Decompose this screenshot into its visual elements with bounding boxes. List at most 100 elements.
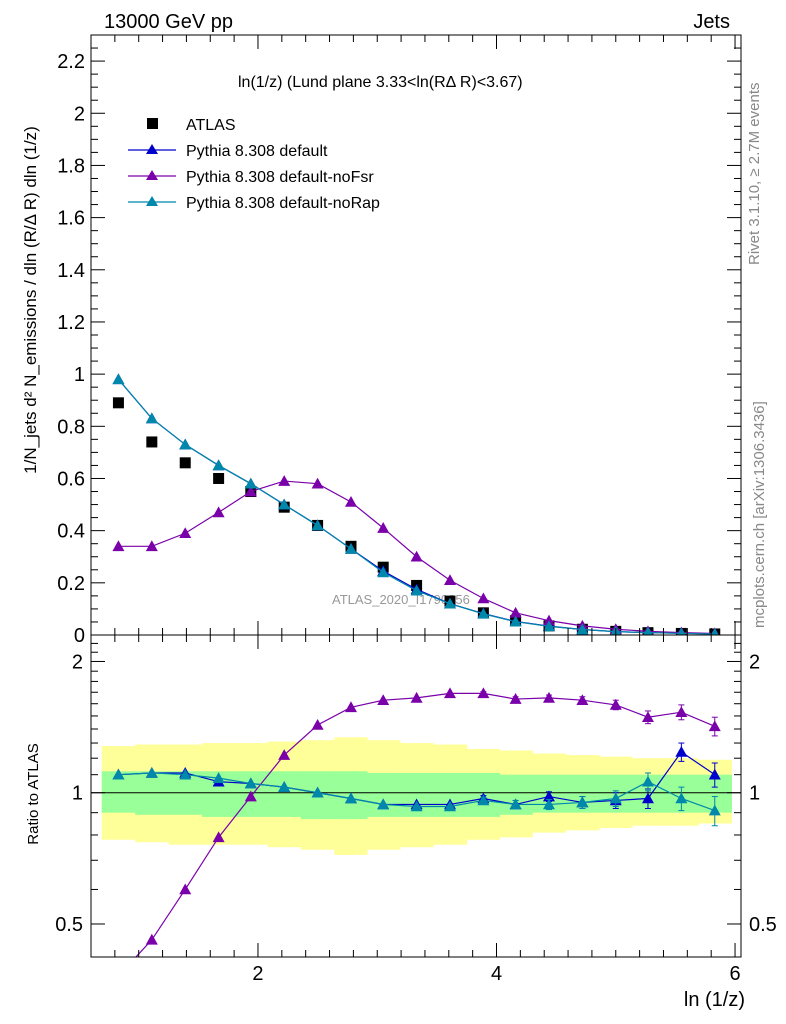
main-point-noRap <box>377 566 390 578</box>
x-axis-label: ln (1/z) <box>684 989 745 1011</box>
ratio-point-noFsr <box>708 720 721 732</box>
ratio-point-noFsr <box>345 701 357 713</box>
atlas-data-point <box>179 457 191 469</box>
main-point-noRap <box>311 519 324 531</box>
mcplots-label: mcplots.cern.ch [arXiv:1306.3436] <box>751 401 768 628</box>
main-point-noFsr <box>410 550 423 562</box>
ratio-point-default <box>641 792 654 804</box>
header-right: Jets <box>693 11 730 33</box>
ratio-point-noRap <box>576 796 589 808</box>
main-point-noFsr <box>509 606 522 618</box>
ratio-point-noFsr <box>212 831 225 843</box>
main-point-noRap <box>410 584 423 596</box>
main-point-noFsr <box>145 540 158 552</box>
main-y-tick-label: 1.2 <box>57 312 85 334</box>
ratio-y-tick-label-right: 2 <box>749 651 760 673</box>
main-point-noRap <box>710 627 719 635</box>
legend-label-nofsr: Pythia 8.308 default-noFsr <box>186 169 374 186</box>
ratio-point-noFsr <box>244 790 257 802</box>
ratio-point-noFsr <box>641 711 654 723</box>
ratio-y-tick-label-right: 1 <box>749 783 760 805</box>
main-point-noRap <box>677 627 686 635</box>
ratio-y-tick-label-left: 1 <box>72 783 83 805</box>
main-point-noFsr <box>179 527 192 539</box>
main-point-noRap <box>212 459 225 471</box>
ratio-y-tick-label-left: 2 <box>72 651 83 673</box>
ratio-point-default <box>708 768 721 780</box>
legend-label-default: Pythia 8.308 default <box>186 143 328 160</box>
atlas-data-point <box>112 397 124 409</box>
main-point-noFsr <box>345 495 357 507</box>
ratio-point-default <box>675 745 688 757</box>
main-point-noRap <box>443 597 456 609</box>
atlas-data-point <box>146 436 158 448</box>
main-y-tick-label: 0.8 <box>57 416 85 438</box>
header-left: 13000 GeV pp <box>104 11 233 33</box>
ratio-point-noRap <box>509 798 522 810</box>
main-point-noRap <box>278 498 291 510</box>
background-layer <box>91 737 741 855</box>
ratio-point-noRap <box>278 781 291 792</box>
ratio-point-noFsr <box>576 694 589 706</box>
legend-marker-nofsr <box>146 170 158 180</box>
ratio-point-noRap <box>410 800 423 812</box>
ratio-point-noRap <box>112 768 125 780</box>
x-tick-label: 2 <box>252 963 263 985</box>
ratio-point-noRap <box>345 792 357 804</box>
ratio-y-tick-label-left: 0.5 <box>55 914 83 936</box>
ratio-point-noFsr <box>609 698 622 710</box>
ratio-point-noFsr <box>112 970 124 981</box>
ratio-y-axis-label: Ratio to ATLAS <box>25 743 42 844</box>
band-inner-bin <box>367 772 401 817</box>
ratio-point-noRap <box>443 800 456 812</box>
main-point-noFsr <box>112 540 125 552</box>
legend: ATLAS Pythia 8.308 default Pythia 8.308 … <box>128 117 380 212</box>
main-y-tick-label: 2 <box>74 103 85 125</box>
ratio-point-noFsr <box>542 691 555 703</box>
axes-layer: 0 0.2 0.4 0.6 0.8 1 1.2 1.4 1.6 1.8 2 2.2 2 4 6 0.5 0.5 1… <box>55 34 777 985</box>
rivet-label: Rivet 3.1.10, ≥ 2.7M events <box>746 83 763 266</box>
main-y-tick-label: 2.2 <box>57 51 85 73</box>
ratio-panel-marks <box>112 687 721 981</box>
ratio-point-noRap <box>179 768 192 780</box>
ratio-panel-frame <box>90 634 742 958</box>
main-point-noFsr <box>244 485 257 497</box>
main-y-tick-label: 0.4 <box>57 521 85 543</box>
ratio-point-noRap <box>609 792 622 804</box>
ratio-point-noRap <box>244 777 257 789</box>
legend-marker-atlas <box>147 118 158 129</box>
legend-label-atlas: ATLAS <box>186 117 236 134</box>
main-point-noRap <box>643 626 653 635</box>
x-tick-label: 6 <box>729 963 740 985</box>
ratio-point-noRap <box>641 775 654 787</box>
ratio-point-noFsr <box>145 933 158 945</box>
ratio-point-noFsr <box>377 694 390 706</box>
legend-marker-default <box>146 144 158 154</box>
ratio-point-noRap <box>311 786 324 798</box>
legend-marker-norap <box>146 196 158 206</box>
main-point-noRap <box>509 615 522 627</box>
ratio-point-noRap <box>377 798 390 810</box>
main-y-tick-label: 0 <box>74 625 85 647</box>
main-y-tick-label: 1.6 <box>57 208 85 230</box>
ratio-point-noFsr <box>675 706 688 717</box>
main-point-noRap <box>112 373 125 385</box>
main-y-tick-label: 1.4 <box>57 260 85 282</box>
main-y-tick-label: 0.6 <box>57 468 85 490</box>
main-y-axis-label: 1/N_jets d² N_emissions / dln (R/Δ R) dl… <box>21 126 40 474</box>
ratio-point-noRap <box>542 798 555 810</box>
band-inner-bin <box>267 771 302 817</box>
watermark: ATLAS_2020_I1790256 <box>332 592 470 607</box>
plot-title: ln(1/z) (Lund plane 3.33<ln(RΔ R)<3.67) <box>238 74 523 91</box>
main-point-noRap <box>345 542 357 554</box>
ratio-point-noFsr <box>278 749 291 760</box>
ratio-point-noRap <box>212 772 225 783</box>
ratio-point-noRap <box>145 766 158 778</box>
ratio-point-noRap <box>477 794 490 806</box>
legend-label-norap: Pythia 8.308 default-noRap <box>186 195 380 212</box>
main-point-noFsr <box>477 592 490 604</box>
ratio-point-noFsr <box>477 687 490 699</box>
marks-layer <box>112 373 721 981</box>
main-point-noRap <box>477 607 490 619</box>
